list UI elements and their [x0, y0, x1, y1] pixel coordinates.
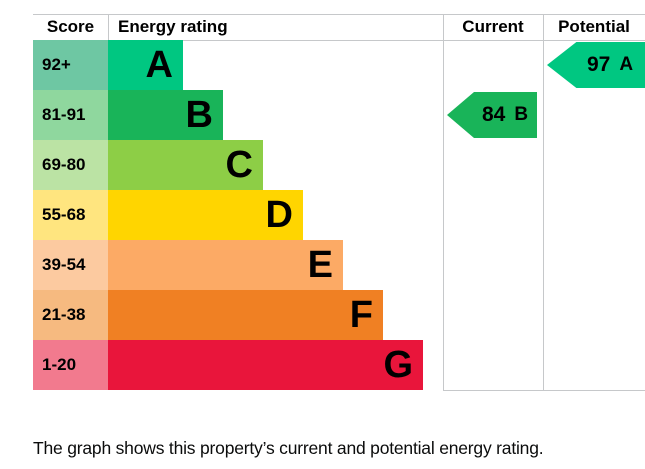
score-range-label: 69-80: [33, 140, 108, 190]
band-bar-d: D: [108, 190, 303, 240]
band-bar-b: B: [108, 90, 223, 140]
band-bar-f: F: [108, 290, 383, 340]
current-rating-score: 84: [481, 103, 506, 126]
potential-rating-arrow: 97 A: [547, 42, 645, 88]
potential-column-header: Potential: [558, 17, 630, 36]
score-range-label: 55-68: [33, 190, 108, 240]
energy-rating-column-header: Energy rating: [118, 17, 228, 36]
band-bar-a: A: [108, 40, 183, 90]
score-range-label: 1-20: [33, 340, 108, 390]
band-row-b: 81-91 B: [33, 90, 445, 140]
band-row-c: 69-80 C: [33, 140, 445, 190]
score-column-divider: [108, 14, 109, 40]
potential-rating-score: 97: [586, 53, 611, 76]
score-range-label: 21-38: [33, 290, 108, 340]
score-range-label: 39-54: [33, 240, 108, 290]
current-column-divider: [443, 14, 444, 391]
chart-bottom-border: [443, 390, 645, 391]
score-range-label: 81-91: [33, 90, 108, 140]
header-underline: [33, 40, 645, 41]
chart-top-border: [33, 14, 645, 15]
current-rating-arrow: 84 B: [447, 92, 537, 138]
band-row-e: 39-54 E: [33, 240, 445, 290]
potential-rating-band: A: [619, 54, 634, 75]
band-bar-g: G: [108, 340, 423, 390]
chart-caption: The graph shows this property’s current …: [33, 437, 544, 458]
band-row-f: 21-38 F: [33, 290, 445, 340]
score-column-header: Score: [46, 17, 95, 36]
current-column-header: Current: [462, 17, 524, 36]
band-row-d: 55-68 D: [33, 190, 445, 240]
band-row-a: 92+ A: [33, 40, 445, 90]
band-bar-e: E: [108, 240, 343, 290]
potential-column-divider: [543, 14, 544, 391]
current-rating-band: B: [514, 104, 529, 125]
band-row-g: 1-20 G: [33, 340, 445, 390]
band-bar-c: C: [108, 140, 263, 190]
score-range-label: 92+: [33, 40, 108, 90]
